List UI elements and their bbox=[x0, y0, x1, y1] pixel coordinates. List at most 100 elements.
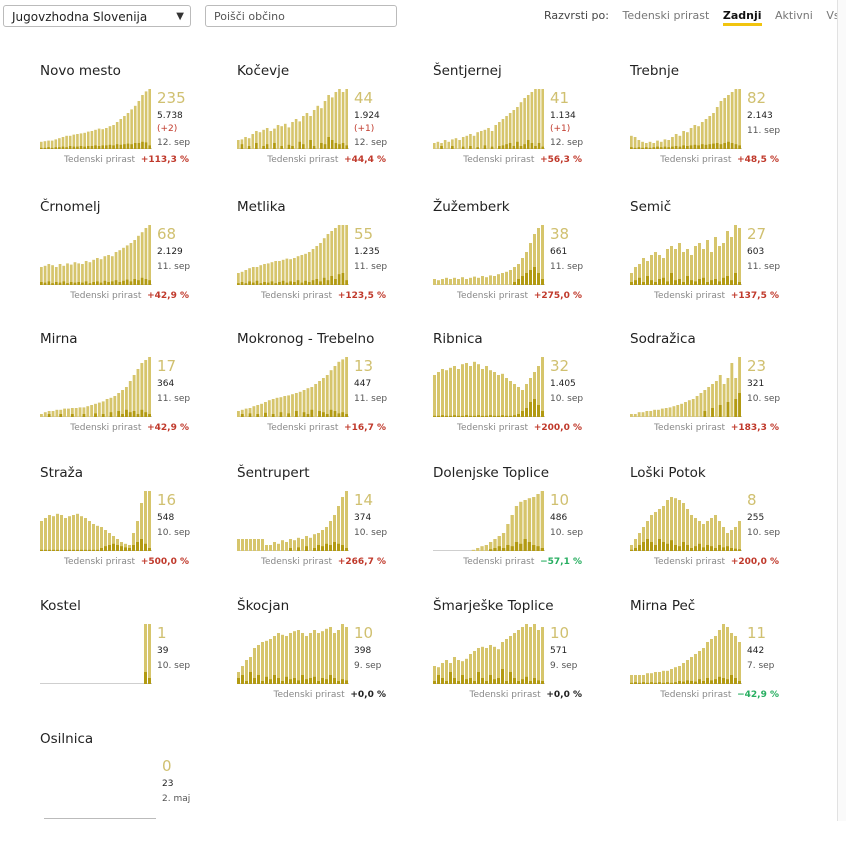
chart-bar-active bbox=[319, 281, 322, 285]
chart-bar-active bbox=[634, 280, 637, 285]
chart-bar bbox=[697, 126, 700, 149]
region-select[interactable]: Jugovzhodna Slovenija ▼ bbox=[3, 5, 191, 27]
chart-bar-active bbox=[638, 277, 641, 285]
municipality-card-skocjan[interactable]: Škocjan 10 398 9. sep Tedenski prirast +0,0 … bbox=[237, 598, 427, 718]
chart-bar bbox=[330, 97, 334, 149]
chart-bar bbox=[654, 672, 657, 684]
chart-bar bbox=[704, 119, 708, 149]
municipality-card-metlika[interactable]: Metlika 55 1.235 11. sep Tedenski prirast +1… bbox=[237, 199, 427, 319]
chart-bar bbox=[461, 277, 464, 285]
municipality-card-crnomelj[interactable]: Črnomelj 68 2.129 11. sep Tedenski prirast +… bbox=[40, 199, 230, 319]
weekly-growth: Tedenski prirast +48,5 % bbox=[660, 155, 779, 165]
chart-bar-active bbox=[529, 681, 532, 684]
chart-bar bbox=[650, 515, 653, 551]
search-input[interactable] bbox=[205, 5, 397, 27]
chart-bar-active bbox=[52, 549, 55, 551]
chart-bar bbox=[240, 409, 244, 417]
municipality-card-smarjeske-toplice[interactable]: Šmarješke Toplice 10 571 9. sep Tedenski pri… bbox=[433, 598, 623, 718]
weekly-growth-label: Tedenski prirast bbox=[64, 155, 138, 165]
chart-bar-active bbox=[702, 277, 705, 285]
chart-bar-active bbox=[526, 140, 530, 149]
chart-bar-active bbox=[273, 143, 276, 149]
daily-delta: (+1) bbox=[354, 124, 375, 134]
chart-bar-active bbox=[130, 144, 133, 149]
chart-bar bbox=[637, 140, 641, 149]
chart-bar-active bbox=[453, 678, 456, 684]
chart-bar bbox=[489, 542, 493, 551]
scrollbar[interactable] bbox=[837, 0, 846, 821]
chart-bar bbox=[321, 530, 324, 551]
chart-bar bbox=[269, 131, 273, 149]
chart-bar bbox=[521, 627, 524, 684]
chart-bar-active bbox=[634, 548, 637, 551]
chart-bar bbox=[698, 651, 701, 684]
municipality-card-novo-mesto[interactable]: Novo mesto 235 5.738 (+2) 12. sep Tedenski pr… bbox=[40, 63, 230, 183]
weekly-growth-value: +44,4 % bbox=[344, 155, 386, 165]
municipality-card-sentrupert[interactable]: Šentrupert 14 374 10. sep Tedenski prirast +… bbox=[237, 465, 427, 585]
municipality-card-mokronog-trebelno[interactable]: Mokronog - Trebelno 13 447 11. sep Tedenski … bbox=[237, 331, 427, 451]
chart-bar bbox=[666, 670, 669, 684]
chart-bar-active bbox=[698, 543, 701, 551]
municipality-card-loski-potok[interactable]: Loški Potok 8 255 10. sep Tedenski prirast +… bbox=[630, 465, 820, 585]
municipality-card-dolenjske-toplice[interactable]: Dolenjske Toplice 10 486 10. sep Tedenski pr… bbox=[433, 465, 623, 585]
chart-bar-active bbox=[92, 282, 95, 285]
chart-bar-active bbox=[457, 415, 460, 417]
chart-bar bbox=[449, 367, 452, 417]
sort-option-zadnji[interactable]: Zadnji bbox=[722, 9, 762, 26]
chart-bar bbox=[84, 261, 88, 285]
municipality-card-straza[interactable]: Straža 16 548 10. sep Tedenski prirast +500,… bbox=[40, 465, 230, 585]
chart-bar-active bbox=[537, 143, 541, 149]
municipality-card-trebnje[interactable]: Trebnje 82 2.143 11. sep Tedenski prirast +4… bbox=[630, 63, 820, 183]
municipality-card-kocevje[interactable]: Kočevje 44 1.924 (+1) 12. sep Tedenski priras… bbox=[237, 63, 427, 183]
municipality-card-mirna-pec[interactable]: Mirna Peč 11 442 7. sep Tedenski prirast −42… bbox=[630, 598, 820, 718]
chart-bar-active bbox=[630, 682, 633, 684]
chart-bar-active bbox=[521, 679, 524, 684]
chart-bar bbox=[285, 542, 288, 551]
latest-cases: 10 bbox=[550, 491, 570, 509]
municipality-card-osilnica[interactable]: Osilnica 0 23 2. maj bbox=[40, 731, 230, 851]
weekly-growth-value: +42,9 % bbox=[147, 291, 189, 301]
chart-bar bbox=[441, 369, 444, 417]
chart-bar-active bbox=[501, 548, 506, 551]
chart-bar bbox=[320, 108, 323, 149]
chart-bar-active bbox=[247, 146, 251, 149]
chart-bar-active bbox=[94, 145, 97, 149]
municipality-card-zuzemberk[interactable]: Žužemberk 38 661 11. sep Tedenski prirast +2… bbox=[433, 199, 623, 319]
chart-bar bbox=[345, 627, 348, 684]
chart-bar-active bbox=[118, 282, 122, 285]
chart-bar-active bbox=[498, 146, 501, 149]
chart-bar bbox=[115, 122, 119, 149]
chart-bar bbox=[249, 657, 252, 684]
chart-bar bbox=[710, 639, 713, 684]
municipality-card-semic[interactable]: Semič 27 603 11. sep Tedenski prirast +137,5… bbox=[630, 199, 820, 319]
chart-bar bbox=[298, 121, 302, 149]
chart-bar bbox=[261, 539, 264, 551]
weekly-growth-label: Tedenski prirast bbox=[463, 155, 538, 165]
municipality-card-sodrazica[interactable]: Sodražica 23 321 10. sep Tedenski prirast +1… bbox=[630, 331, 820, 451]
trend-chart bbox=[630, 497, 742, 551]
sort-option-aktivni[interactable]: Aktivni bbox=[775, 9, 813, 22]
municipality-card-ribnica[interactable]: Ribnica 32 1.405 10. sep Tedenski prirast +2… bbox=[433, 331, 623, 451]
chart-bar bbox=[126, 113, 130, 149]
chart-bar-active bbox=[722, 277, 725, 285]
chart-bar bbox=[436, 141, 440, 149]
chart-bar bbox=[512, 110, 516, 149]
chart-bar bbox=[666, 500, 669, 551]
chart-bar-active bbox=[47, 414, 51, 417]
chart-bar bbox=[707, 387, 711, 417]
chart-bar bbox=[265, 640, 268, 684]
trend-chart bbox=[237, 89, 349, 149]
chart-bar bbox=[90, 405, 94, 417]
chart-bar-active bbox=[536, 546, 540, 551]
chart-bar bbox=[345, 225, 348, 285]
municipality-card-mirna[interactable]: Mirna 17 364 11. sep Tedenski prirast +42,9 … bbox=[40, 331, 230, 451]
chart-bar bbox=[674, 667, 677, 684]
sort-option-tedenski-prirast[interactable]: Tedenski prirast bbox=[622, 9, 710, 22]
chart-bar-active bbox=[108, 545, 111, 551]
weekly-growth: Tedenski prirast +200,0 % bbox=[457, 423, 582, 433]
municipality-card-kostel[interactable]: Kostel 1 39 10. sep bbox=[40, 598, 230, 718]
chart-bar bbox=[461, 661, 464, 684]
chart-bar bbox=[706, 642, 709, 684]
municipality-card-sentjernej[interactable]: Šentjernej 41 1.134 (+1) 12. sep Tedenski pri… bbox=[433, 63, 623, 183]
latest-cases: 68 bbox=[157, 225, 177, 243]
